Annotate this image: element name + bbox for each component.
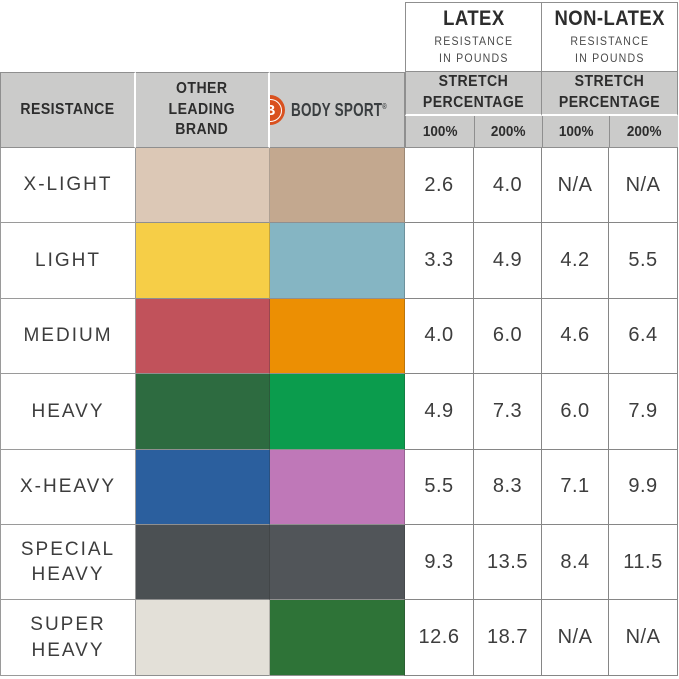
- value-cell: 6.4: [609, 298, 678, 375]
- other-brand-swatch: [136, 223, 270, 299]
- value-cell: 5.5: [405, 449, 474, 525]
- latex-200-label: 200%: [491, 123, 526, 140]
- bodysport-logo-icon: B: [270, 95, 286, 125]
- latex-header: LATEX RESISTANCE IN POUNDS: [405, 2, 542, 72]
- row-label: HEAVY: [0, 374, 136, 450]
- bodysport-logo: B BODY SPORT®: [270, 95, 404, 125]
- bodysport-swatch: [270, 374, 405, 450]
- latex-title: LATEX: [442, 7, 505, 31]
- other-brand-swatch: [136, 374, 270, 450]
- row-label: SPECIAL HEAVY: [0, 524, 136, 601]
- value-cell: 6.0: [474, 298, 542, 375]
- value-cell: 7.1: [542, 449, 609, 525]
- nonlatex-title: NON-LATEX: [554, 7, 665, 31]
- value-cell: 12.6: [405, 600, 474, 676]
- value-cell: 2.6: [405, 148, 474, 224]
- resistance-column-header: RESISTANCE: [0, 72, 136, 148]
- other-brand-column-header: OTHER LEADING BRAND: [136, 72, 270, 148]
- latex-200-header: 200%: [474, 116, 542, 148]
- logo-ring: B: [270, 98, 282, 122]
- other-brand-label: OTHER LEADING BRAND: [168, 79, 236, 139]
- nonlatex-subtitle: RESISTANCE IN POUNDS: [570, 36, 649, 65]
- value-cell: 8.3: [474, 449, 542, 525]
- row-label: X-HEAVY: [0, 449, 136, 525]
- row-label: LIGHT: [0, 223, 136, 299]
- row-label: MEDIUM: [0, 298, 136, 375]
- value-cell: 4.2: [542, 223, 609, 299]
- bodysport-swatch: [270, 223, 405, 299]
- logo-letter: B: [270, 103, 275, 118]
- bodysport-brand-name: BODY SPORT®: [291, 99, 387, 120]
- nonlatex-100-label: 100%: [558, 123, 594, 140]
- value-cell: 3.3: [405, 223, 474, 299]
- value-cell: 4.6: [542, 298, 609, 375]
- nonlatex-100-header: 100%: [542, 116, 609, 148]
- value-cell: N/A: [609, 148, 678, 224]
- row-label: SUPER HEAVY: [0, 600, 136, 676]
- value-cell: 7.9: [609, 374, 678, 450]
- value-cell: 13.5: [474, 524, 542, 601]
- value-cell: 9.9: [609, 449, 678, 525]
- other-brand-swatch: [136, 148, 270, 224]
- value-cell: 7.3: [474, 374, 542, 450]
- bodysport-swatch: [270, 600, 405, 676]
- latex-stretch-header: STRETCH PERCENTAGE: [405, 72, 542, 116]
- row-label: X-LIGHT: [0, 148, 136, 224]
- registered-mark: ®: [382, 101, 387, 111]
- bodysport-column-header: B BODY SPORT®: [270, 72, 405, 148]
- empty-corner: [0, 2, 405, 72]
- resistance-label: RESISTANCE: [20, 100, 115, 118]
- value-cell: N/A: [609, 600, 678, 676]
- bodysport-swatch: [270, 524, 405, 601]
- bodysport-swatch: [270, 298, 405, 375]
- nonlatex-200-header: 200%: [609, 116, 678, 148]
- latex-100-header: 100%: [405, 116, 474, 148]
- nonlatex-stretch-label: STRETCH PERCENTAGE: [558, 73, 661, 111]
- other-brand-swatch: [136, 298, 270, 375]
- other-brand-swatch: [136, 449, 270, 525]
- bodysport-swatch: [270, 449, 405, 525]
- value-cell: 6.0: [542, 374, 609, 450]
- value-cell: 18.7: [474, 600, 542, 676]
- value-cell: N/A: [542, 148, 609, 224]
- bodysport-swatch: [270, 148, 405, 224]
- latex-subtitle: RESISTANCE IN POUNDS: [434, 36, 513, 65]
- value-cell: 11.5: [609, 524, 678, 601]
- value-cell: 9.3: [405, 524, 474, 601]
- nonlatex-header: NON-LATEX RESISTANCE IN POUNDS: [542, 2, 678, 72]
- latex-stretch-label: STRETCH PERCENTAGE: [422, 73, 525, 111]
- value-cell: 4.9: [405, 374, 474, 450]
- value-cell: 5.5: [609, 223, 678, 299]
- value-cell: 8.4: [542, 524, 609, 601]
- latex-100-label: 100%: [422, 123, 458, 140]
- nonlatex-stretch-header: STRETCH PERCENTAGE: [542, 72, 678, 116]
- nonlatex-200-label: 200%: [626, 123, 662, 140]
- value-cell: N/A: [542, 600, 609, 676]
- value-cell: 4.9: [474, 223, 542, 299]
- value-cell: 4.0: [405, 298, 474, 375]
- value-cell: 4.0: [474, 148, 542, 224]
- other-brand-swatch: [136, 600, 270, 676]
- other-brand-swatch: [136, 524, 270, 601]
